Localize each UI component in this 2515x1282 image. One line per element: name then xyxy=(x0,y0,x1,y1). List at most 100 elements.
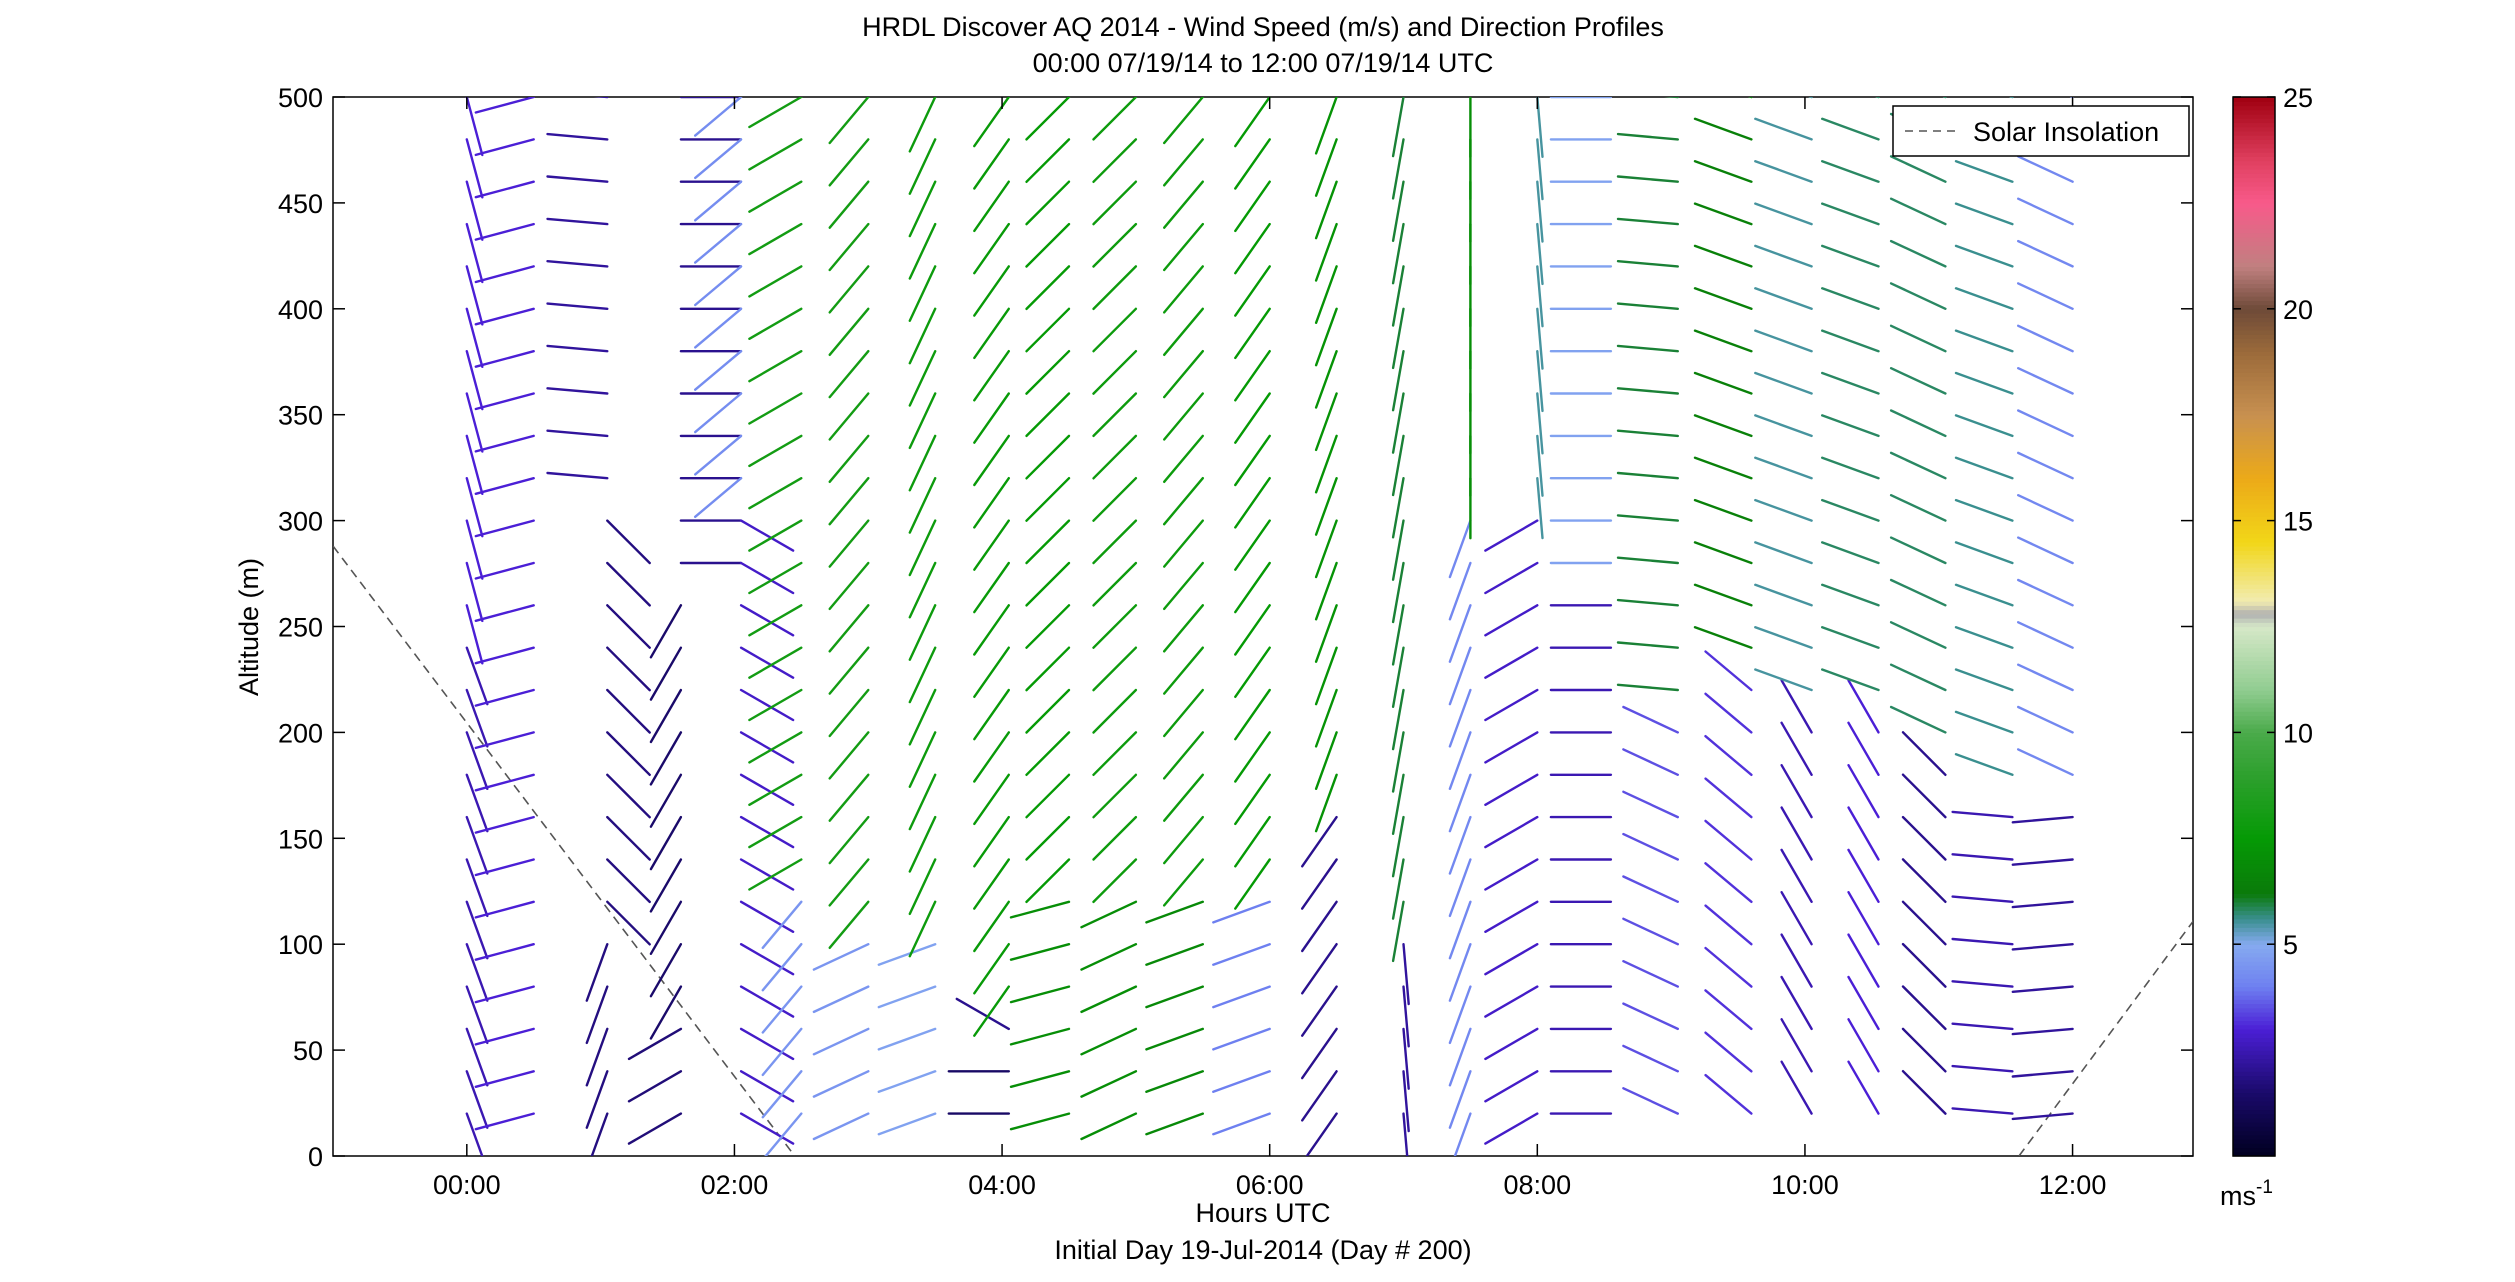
wind-vector xyxy=(812,985,870,1014)
wind-vector xyxy=(1954,371,2014,395)
wind-vector xyxy=(748,815,803,849)
solar-insolation-segment xyxy=(333,545,796,1156)
wind-vector xyxy=(1484,561,1539,595)
wind-vector xyxy=(1484,858,1539,891)
colorbar-band xyxy=(2233,249,2275,255)
wind-vector xyxy=(1162,180,1205,229)
wind-vector xyxy=(1234,858,1271,910)
wind-vector xyxy=(1092,646,1138,692)
wind-vector xyxy=(1402,943,1410,1006)
wind-vector xyxy=(1145,1112,1205,1136)
wind-vector xyxy=(1954,287,2014,310)
wind-vector xyxy=(739,985,795,1018)
wind-vector xyxy=(465,180,484,241)
wind-vector xyxy=(1234,138,1271,190)
wind-vector xyxy=(465,858,489,918)
colorbar-band xyxy=(2233,207,2275,212)
wind-vector xyxy=(1448,561,1472,621)
wind-vector xyxy=(739,519,795,552)
colorbar-band xyxy=(2233,618,2275,623)
wind-vector xyxy=(1616,260,1680,268)
wind-vector xyxy=(474,1070,535,1089)
colorbar-band xyxy=(2233,329,2275,335)
x-tick-label: 08:00 xyxy=(1504,1170,1572,1200)
wind-vector xyxy=(1448,773,1472,833)
wind-vector xyxy=(1820,287,1880,310)
colorbar-band xyxy=(2233,766,2275,772)
wind-vector xyxy=(2011,858,2074,866)
wind-vector xyxy=(1780,1060,1813,1115)
colorbar-band xyxy=(2233,1083,2275,1089)
wind-vector xyxy=(1092,815,1138,861)
x-tick-label: 10:00 xyxy=(1771,1170,1839,1200)
wind-vector xyxy=(1092,773,1138,819)
wind-vector xyxy=(465,604,484,665)
wind-vector xyxy=(1092,265,1138,311)
wind-vector xyxy=(1391,519,1405,581)
colorbar-band xyxy=(2233,846,2275,852)
wind-vector xyxy=(1025,307,1071,353)
wind-vector xyxy=(1092,97,1138,141)
wind-vector xyxy=(812,1070,870,1098)
colorbar-band xyxy=(2233,1037,2275,1043)
colorbar-band xyxy=(2233,304,2275,310)
wind-vector xyxy=(585,1027,609,1087)
wind-vector xyxy=(1448,900,1472,960)
wind-vector xyxy=(908,646,937,704)
colorbar-unit-superscript: -1 xyxy=(2256,1177,2273,1198)
wind-vector xyxy=(1234,180,1271,233)
wind-vector xyxy=(1616,641,1680,649)
wind-vector xyxy=(1954,202,2014,226)
wind-vector xyxy=(1314,477,1338,536)
wind-vector xyxy=(465,731,489,790)
wind-vector xyxy=(1391,434,1405,497)
wind-vector xyxy=(649,815,683,871)
colorbar-band xyxy=(2233,228,2275,234)
wind-vector xyxy=(1092,434,1138,480)
wind-vector xyxy=(1162,350,1205,399)
wind-vector xyxy=(1300,900,1338,953)
wind-vector xyxy=(1754,244,1813,268)
wind-vector xyxy=(1234,731,1271,783)
colorbar-band xyxy=(2233,490,2275,496)
wind-vector xyxy=(1300,815,1338,868)
wind-vector xyxy=(1820,414,1880,438)
colorbar-band xyxy=(2233,651,2275,657)
wind-vector xyxy=(1901,858,1947,903)
wind-vector xyxy=(1448,1070,1472,1129)
colorbar-gradient xyxy=(2233,97,2275,1157)
colorbar-band xyxy=(2233,880,2275,886)
wind-vector xyxy=(1536,265,1544,328)
wind-vector xyxy=(1889,409,1947,438)
wind-vector xyxy=(649,773,683,828)
colorbar-band xyxy=(2233,995,2275,1000)
colorbar-band xyxy=(2233,215,2275,221)
wind-vector xyxy=(1391,222,1405,285)
colorbar-band xyxy=(2233,533,2275,539)
wind-vector xyxy=(606,900,651,946)
wind-vector xyxy=(1901,731,1947,776)
wind-vector xyxy=(1009,900,1071,919)
wind-vector xyxy=(1391,815,1405,878)
wind-vector xyxy=(1025,97,1071,141)
wind-vector xyxy=(1622,705,1680,734)
colorbar-band xyxy=(2233,702,2275,708)
wind-vector xyxy=(1536,222,1544,286)
wind-vector xyxy=(1847,848,1880,903)
wind-vector xyxy=(1314,646,1338,706)
wind-vector xyxy=(1162,773,1205,822)
wind-vector xyxy=(465,392,484,453)
wind-vector xyxy=(1889,282,1947,310)
wind-vector xyxy=(1820,159,1880,183)
wind-vector xyxy=(973,350,1010,402)
wind-vector xyxy=(1391,900,1405,963)
wind-vector xyxy=(465,265,484,326)
chart-title: HRDL Discover AQ 2014 - Wind Speed (m/s)… xyxy=(862,12,1664,42)
x-axis-label-secondary: Initial Day 19-Jul-2014 (Day # 200) xyxy=(1054,1235,1471,1265)
y-axis-label: Altitude (m) xyxy=(234,558,264,696)
wind-vector xyxy=(908,604,937,661)
colorbar-band xyxy=(2233,283,2275,289)
colorbar-band xyxy=(2233,609,2275,615)
colorbar-band xyxy=(2233,126,2275,132)
wind-vector xyxy=(1616,514,1680,522)
